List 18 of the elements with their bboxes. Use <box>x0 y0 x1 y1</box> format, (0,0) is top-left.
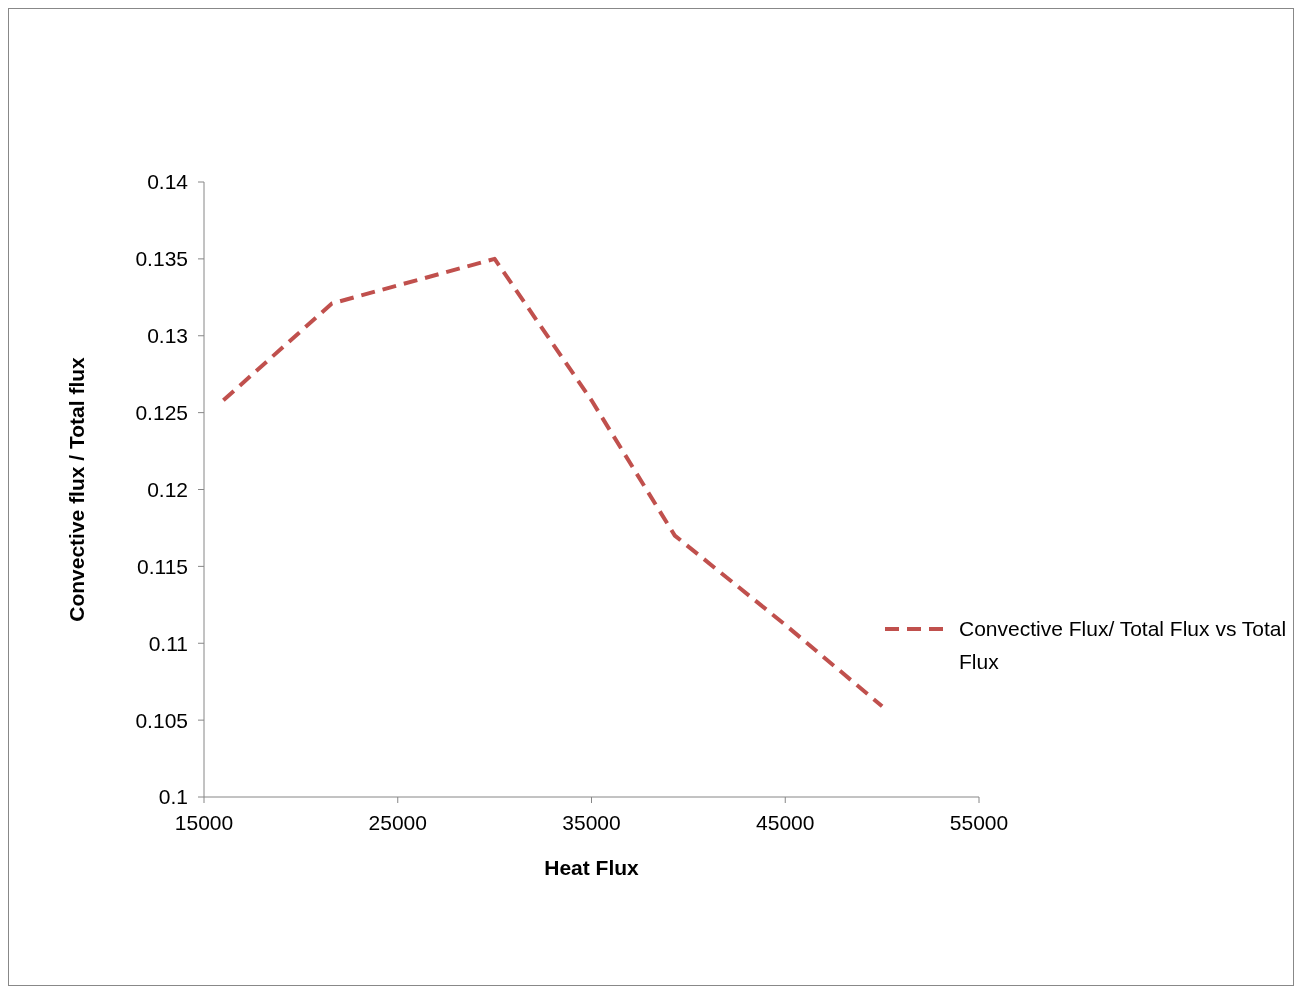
y-tick-label: 0.11 <box>148 631 188 655</box>
y-axis-title: Convective flux / Total flux <box>65 356 89 622</box>
y-tick-label: 0.14 <box>147 170 189 194</box>
legend-label: Convective Flux/ Total Flux vs Total Flux <box>959 616 1288 675</box>
x-axis-title: Heat Flux <box>544 856 640 879</box>
x-tick-label: 55000 <box>949 810 1009 834</box>
y-tick-label: 0.1 <box>158 785 188 809</box>
x-tick-label: 35000 <box>562 810 621 834</box>
y-tick-label: 0.12 <box>147 477 188 501</box>
y-tick-label: 0.115 <box>137 554 188 578</box>
y-tick-label: 0.13 <box>147 324 188 348</box>
line-series <box>221 256 885 709</box>
y-tick-label: 0.135 <box>135 247 188 271</box>
x-tick-label: 45000 <box>756 810 815 834</box>
x-tick-label: 15000 <box>174 810 234 834</box>
x-tick-label: 25000 <box>368 810 427 834</box>
y-tick-label: 0.105 <box>135 708 188 732</box>
y-tick-label: 0.125 <box>135 401 188 425</box>
